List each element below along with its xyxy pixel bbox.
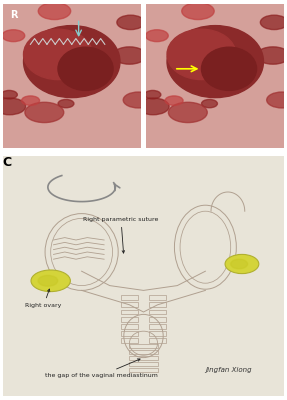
Bar — [121, 331, 138, 336]
Bar — [121, 338, 138, 343]
Text: Jingfan Xiong: Jingfan Xiong — [205, 367, 252, 373]
Ellipse shape — [0, 98, 26, 115]
Ellipse shape — [145, 90, 161, 99]
Ellipse shape — [95, 62, 113, 71]
Ellipse shape — [167, 26, 263, 98]
Ellipse shape — [199, 27, 236, 46]
Ellipse shape — [74, 88, 84, 94]
Bar — [121, 310, 138, 314]
Text: Right parametric suture: Right parametric suture — [83, 217, 159, 253]
Text: the gap of the vaginal mediastinum: the gap of the vaginal mediastinum — [45, 359, 158, 378]
Text: C: C — [3, 156, 12, 169]
Ellipse shape — [225, 254, 259, 274]
Ellipse shape — [218, 88, 228, 94]
Ellipse shape — [146, 30, 168, 42]
Ellipse shape — [256, 47, 287, 64]
Ellipse shape — [167, 29, 236, 80]
Bar — [149, 317, 166, 322]
Ellipse shape — [55, 27, 92, 46]
Ellipse shape — [165, 96, 183, 105]
Bar — [129, 344, 158, 348]
Ellipse shape — [22, 96, 40, 105]
Ellipse shape — [1, 90, 17, 99]
Text: R: R — [10, 10, 17, 20]
Ellipse shape — [2, 30, 25, 42]
Ellipse shape — [241, 64, 253, 70]
Ellipse shape — [208, 38, 236, 52]
Ellipse shape — [38, 275, 58, 286]
Ellipse shape — [123, 92, 154, 108]
Ellipse shape — [58, 47, 113, 90]
Ellipse shape — [24, 29, 92, 80]
Bar — [129, 356, 158, 360]
Ellipse shape — [58, 100, 74, 108]
Bar — [149, 331, 166, 336]
Bar — [149, 338, 166, 343]
Ellipse shape — [97, 64, 110, 70]
Ellipse shape — [24, 26, 120, 98]
Bar — [149, 295, 166, 300]
Bar — [121, 317, 138, 322]
Ellipse shape — [31, 270, 70, 292]
Bar — [121, 302, 138, 307]
Ellipse shape — [168, 102, 207, 122]
Bar — [149, 310, 166, 314]
Bar — [149, 324, 166, 329]
Text: Right ovary: Right ovary — [25, 289, 62, 308]
Ellipse shape — [117, 15, 144, 30]
Ellipse shape — [238, 62, 256, 71]
Bar — [129, 350, 158, 354]
Bar — [129, 368, 158, 372]
Text: B: B — [146, 0, 156, 1]
Ellipse shape — [137, 98, 169, 115]
Ellipse shape — [267, 92, 287, 108]
Ellipse shape — [201, 100, 218, 108]
Bar — [129, 362, 158, 366]
Bar — [121, 324, 138, 329]
Ellipse shape — [231, 259, 248, 269]
Ellipse shape — [113, 47, 146, 64]
Ellipse shape — [25, 102, 64, 122]
Bar — [121, 295, 138, 300]
Text: A: A — [3, 0, 13, 1]
Ellipse shape — [260, 15, 287, 30]
Bar — [149, 302, 166, 307]
Ellipse shape — [38, 3, 71, 20]
Ellipse shape — [201, 47, 257, 90]
Ellipse shape — [64, 38, 93, 52]
Ellipse shape — [182, 3, 214, 20]
